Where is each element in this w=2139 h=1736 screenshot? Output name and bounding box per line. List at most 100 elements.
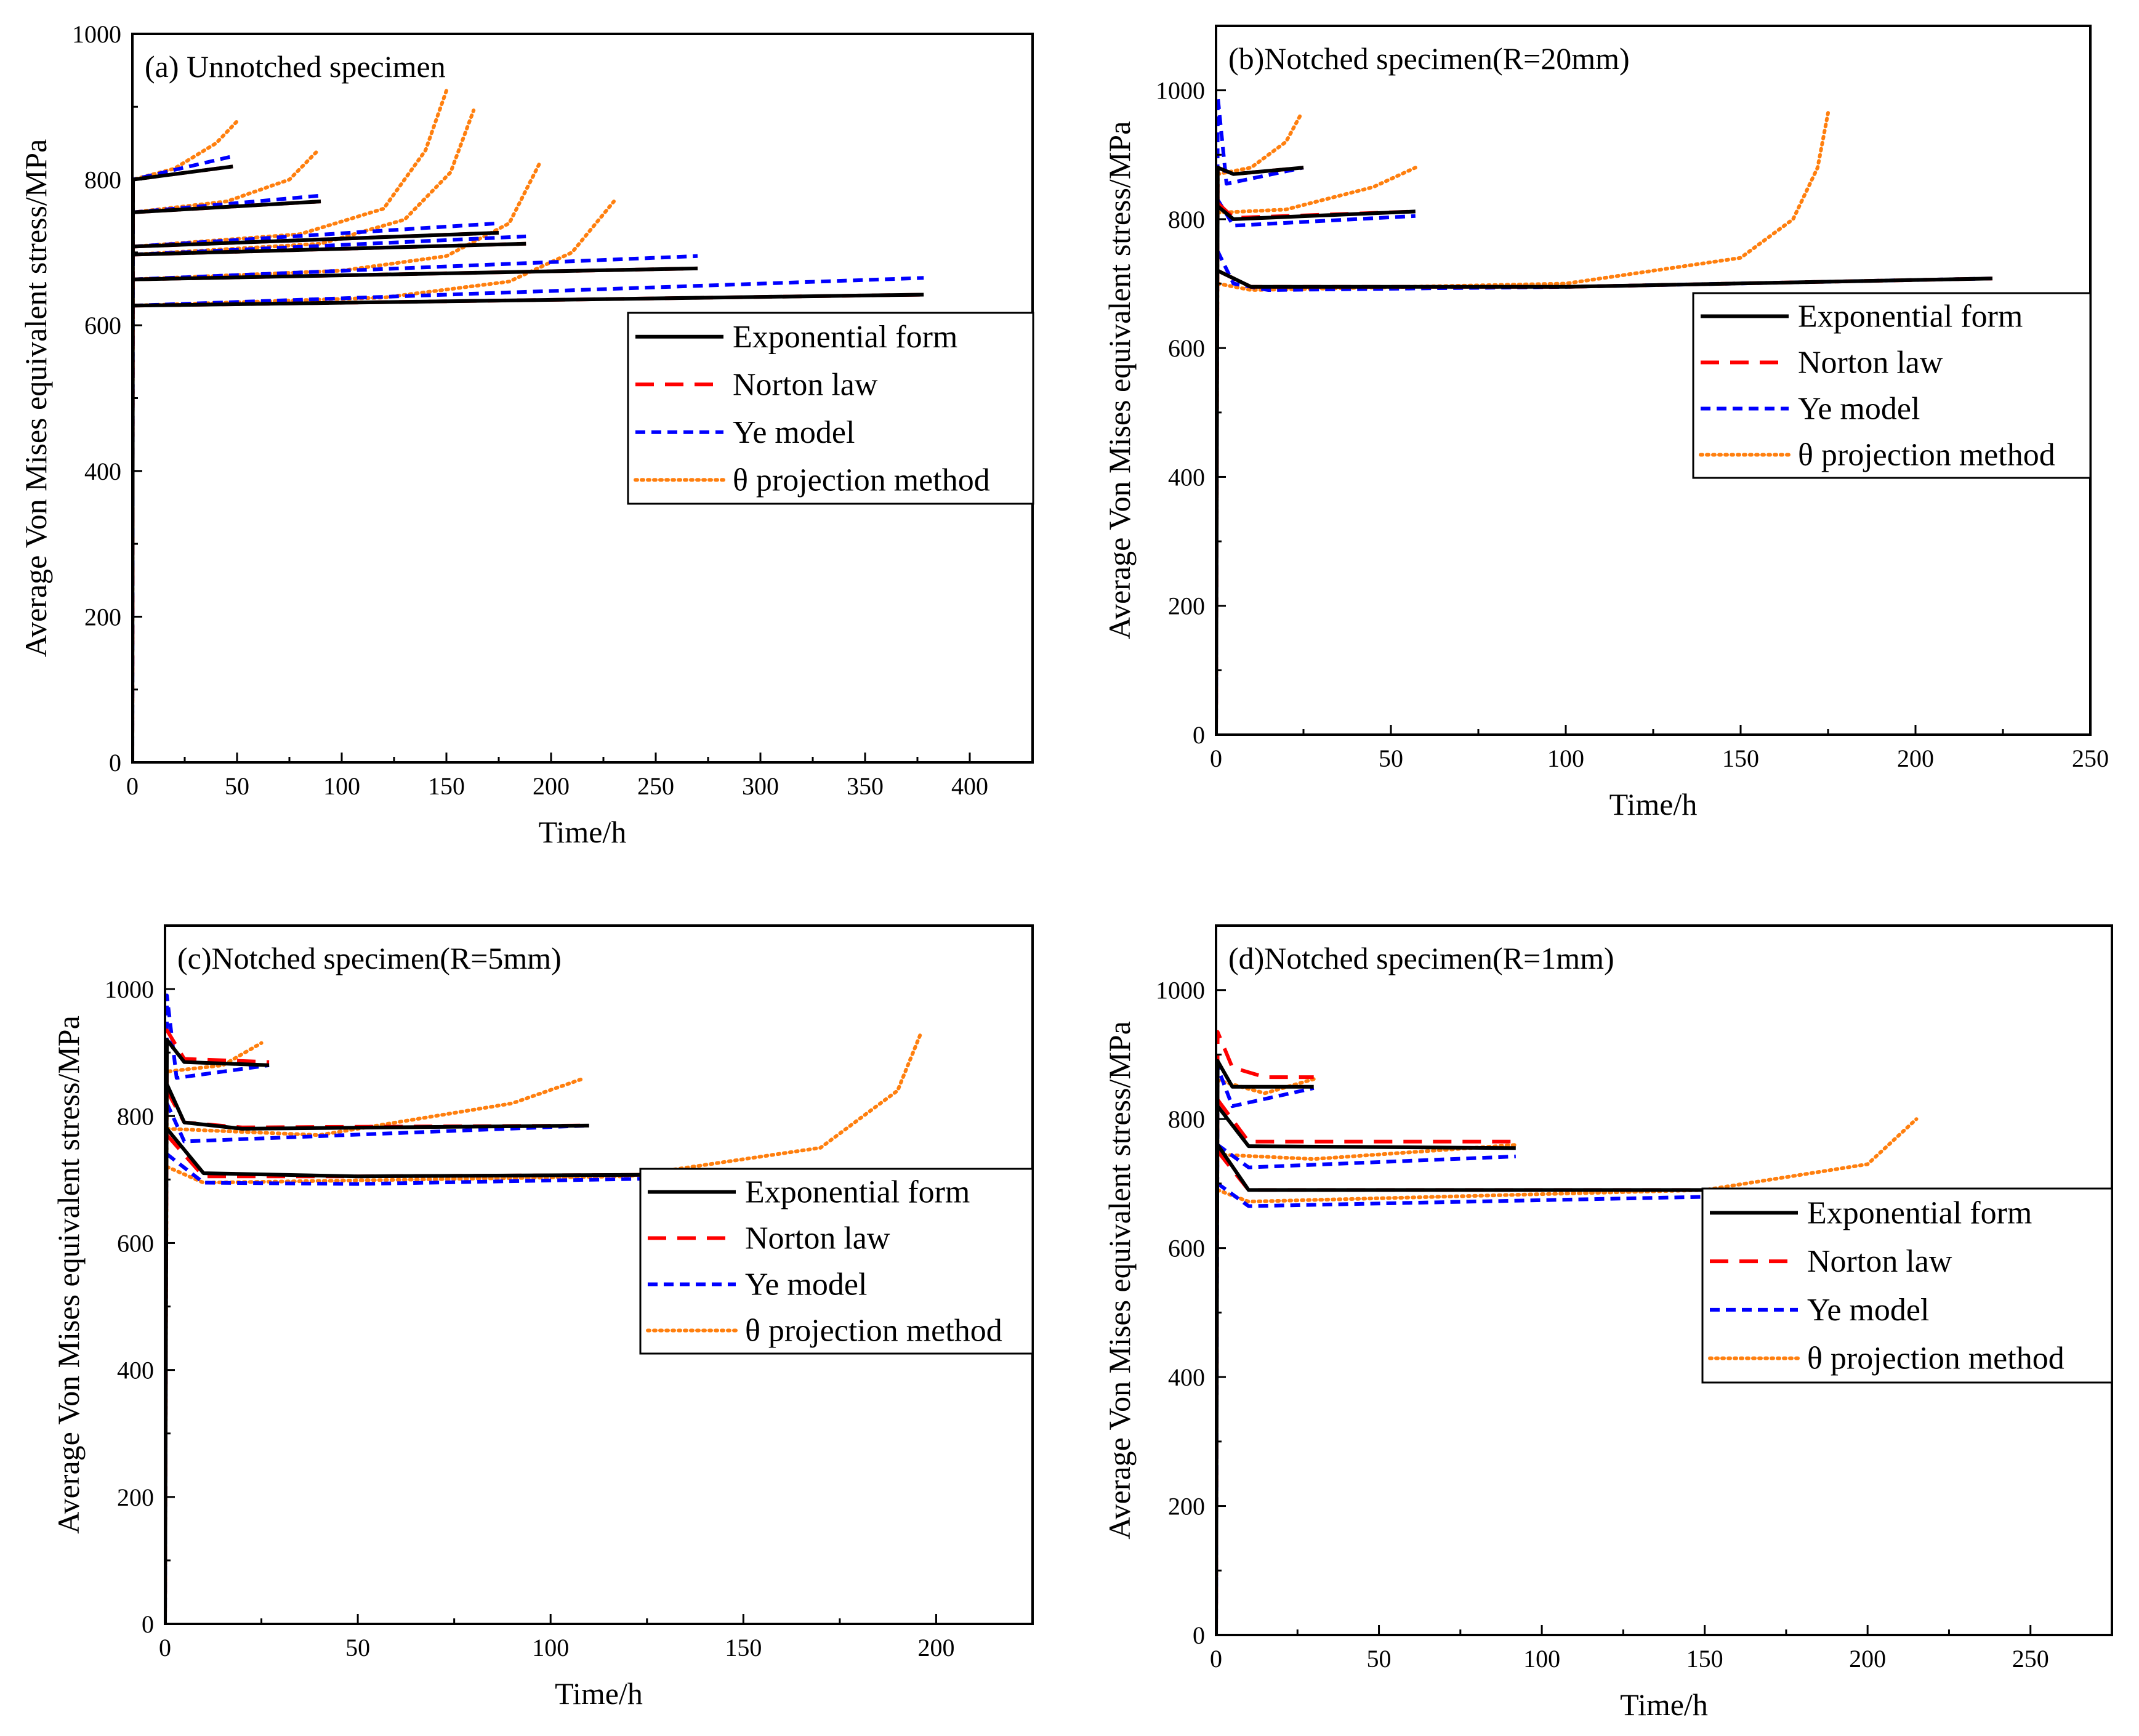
series-line-5 [1216, 1105, 1516, 1150]
y-tick-label: 200 [84, 603, 121, 631]
x-axis-title: Time/h [1609, 787, 1698, 822]
y-tick-label: 400 [117, 1357, 154, 1384]
series-line-12 [132, 89, 448, 249]
legend: Exponential form Norton law Ye model θ proj… [1692, 292, 2092, 479]
series-line-11 [132, 221, 499, 249]
series-line-3 [1216, 1065, 1315, 1635]
y-axis-title: Average Von Mises equivalent stress/MPa [51, 1015, 86, 1534]
series-line-9 [1217, 268, 1993, 289]
x-tick-label: 0 [1210, 745, 1222, 772]
y-tick-label: 800 [1168, 1105, 1205, 1133]
x-tick-label: 200 [533, 772, 570, 800]
y-tick-label: 600 [84, 312, 121, 339]
y-tick-label: 200 [1168, 1493, 1205, 1520]
x-tick-label: 200 [1897, 745, 1934, 772]
y-tick-label: 0 [1193, 721, 1205, 749]
legend: Exponential form Norton law Ye model θ proj… [627, 312, 1034, 505]
legend-label: Ye model [1807, 1293, 1929, 1328]
series-line-17 [132, 266, 698, 281]
series-line-8 [1216, 1143, 1518, 1161]
legend-label: Exponential form [1798, 299, 2023, 334]
legend-label: Exponential form [745, 1175, 970, 1210]
legend-box [1701, 1187, 2113, 1384]
y-axis-title: Average Von Mises equivalent stress/MPa [1102, 121, 1137, 640]
legend: Exponential form Norton law Ye model θ proj… [639, 1168, 1034, 1355]
x-tick-label: 100 [1547, 745, 1584, 772]
x-tick-label: 150 [428, 772, 465, 800]
y-tick-label: 1000 [105, 975, 154, 1003]
x-tick-label: 200 [1849, 1645, 1886, 1673]
y-axis-title: Average Von Mises equivalent stress/MPa [18, 139, 53, 658]
x-axis-title: Time/h [555, 1676, 643, 1711]
x-tick-label: 50 [345, 1634, 370, 1661]
chart-panel-4: 0 50 100 150 200 250 0 200 400 600 800 1000 Time/h Av… [1102, 924, 2113, 1722]
series-line-9 [132, 231, 499, 249]
series-line-8 [1216, 166, 1417, 215]
x-tick-label: 250 [637, 772, 674, 800]
x-tick-label: 100 [532, 1634, 569, 1661]
series-line-5 [165, 1083, 589, 1131]
x-tick-label: 250 [2072, 745, 2109, 772]
series-line-2 [1216, 166, 1304, 735]
y-tick-label: 400 [1168, 1363, 1205, 1391]
legend-label: Norton law [1807, 1244, 1952, 1279]
series-line-7 [165, 1102, 589, 1144]
series-line-19 [132, 254, 698, 281]
x-tick-label: 300 [742, 772, 779, 800]
series-line-8 [165, 1077, 584, 1137]
series-line-5 [1216, 204, 1416, 221]
legend-label: Norton law [745, 1221, 890, 1256]
legend-box [1692, 292, 2092, 479]
x-tick-label: 50 [225, 772, 249, 800]
x-tick-label: 100 [323, 772, 360, 800]
y-tick-label: 0 [142, 1610, 154, 1638]
y-tick-label: 0 [1193, 1621, 1205, 1649]
y-tick-label: 800 [1168, 206, 1205, 233]
x-tick-label: 50 [1367, 1645, 1392, 1673]
x-tick-label: 0 [126, 772, 139, 800]
legend-label: θ projection method [1798, 438, 2055, 473]
legend-label: θ projection method [733, 462, 990, 498]
y-tick-label: 400 [84, 458, 121, 485]
series-line-6 [165, 1089, 589, 1129]
series-line-9 [1216, 1144, 1975, 1192]
y-tick-label: 400 [1168, 463, 1205, 491]
series-line-8 [132, 150, 319, 214]
legend: Exponential form Norton law Ye model θ proj… [1701, 1187, 2113, 1384]
legend-box [627, 312, 1034, 505]
x-tick-label: 400 [951, 772, 988, 800]
series-line-4 [1216, 114, 1302, 735]
series-line-13 [132, 241, 526, 257]
y-tick-label: 600 [1168, 334, 1205, 362]
chart-panel-3: 0 50 100 150 200 0 200 400 600 800 1000 Time/h Avera… [51, 924, 1034, 1711]
y-axis-title: Average Von Mises equivalent stress/MPa [1102, 1021, 1137, 1540]
x-tick-label: 200 [917, 1634, 954, 1661]
legend-label: Ye model [733, 415, 855, 450]
series-line-16 [132, 108, 476, 257]
series-line-5 [132, 200, 321, 214]
x-tick-label: 150 [1686, 1645, 1723, 1673]
series-line-4 [132, 119, 239, 762]
x-tick-label: 50 [1379, 745, 1403, 772]
x-axis-title: Time/h [1620, 1687, 1708, 1722]
series-line-11 [1216, 250, 1993, 292]
y-tick-label: 600 [117, 1229, 154, 1257]
series-line-11 [1216, 1182, 1975, 1208]
y-tick-label: 1000 [1156, 77, 1205, 105]
y-tick-label: 1000 [72, 20, 121, 48]
series-line-12 [165, 1032, 923, 1185]
series-line-23 [132, 276, 924, 308]
y-tick-label: 600 [1168, 1235, 1205, 1262]
y-tick-label: 0 [109, 749, 121, 777]
y-tick-label: 1000 [1156, 977, 1205, 1004]
x-tick-label: 0 [1210, 1645, 1222, 1673]
series-line-6 [1216, 1099, 1516, 1144]
panel-title: (a) Unnotched specimen [145, 49, 446, 84]
legend-label: Norton law [1798, 345, 1943, 381]
series-line-1 [1216, 166, 1304, 735]
panel-title: (d)Notched specimen(R=1mm) [1228, 941, 1614, 975]
chart-panel-2: 0 50 100 150 200 250 0 200 400 600 800 1000 Time/h Av… [1102, 25, 2109, 822]
legend-label: Exponential form [1807, 1195, 2032, 1230]
x-tick-label: 350 [847, 772, 884, 800]
chart-panel-1: 0 50 100 150 200 250 300 350 400 0 200 400 600 800 100… [18, 20, 1034, 849]
